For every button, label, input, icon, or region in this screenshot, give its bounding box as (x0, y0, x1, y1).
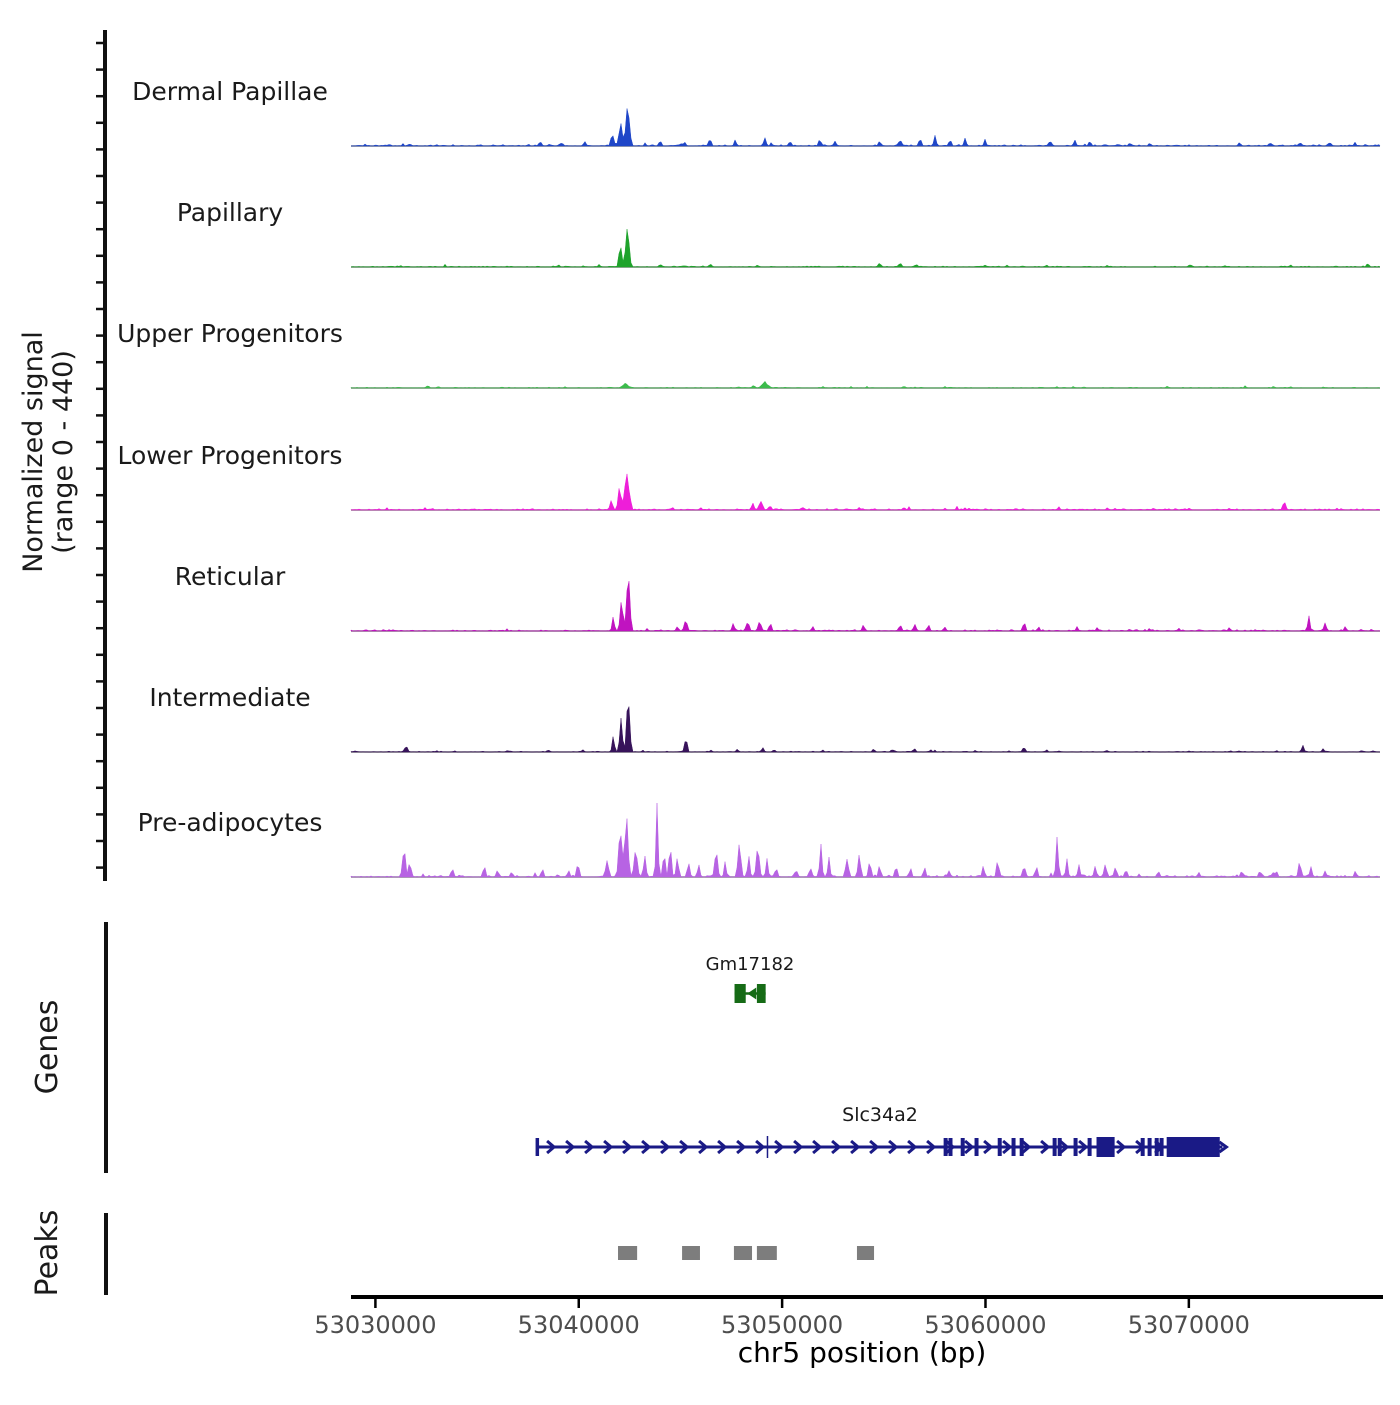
gene-label-gm17182: Gm17182 (706, 954, 795, 975)
gene-slc34a2-start-bar (535, 1138, 540, 1156)
x-axis-tick-label: 53030000 (314, 1311, 436, 1339)
gene-slc34a2-strand-arrow (641, 1139, 652, 1155)
gene-slc34a2-strand-arrow (565, 1139, 576, 1155)
gene-gm17182-exon (756, 984, 766, 1003)
signal-track: Intermediate (149, 683, 1381, 753)
gene-slc34a2-exon-tick (1011, 1138, 1016, 1156)
gene-slc34a2-exon-block (1166, 1137, 1220, 1157)
x-axis-tick-label: 53050000 (721, 1311, 843, 1339)
gene-slc34a2-strand-arrow (964, 1139, 975, 1155)
gene-slc34a2-strand-arrow (660, 1139, 671, 1155)
gene-slc34a2-strand-arrow (717, 1139, 728, 1155)
gene-gm17182-exon (734, 984, 746, 1003)
track-label: Reticular (175, 562, 286, 591)
x-axis: 53030000 53040000 53050000 53060000 53070000 (314, 1295, 1383, 1339)
gene-slc34a2-end-arrow (1218, 1140, 1229, 1154)
gene-slc34a2-exon-tick (1057, 1138, 1062, 1156)
signal-area (350, 380, 1381, 389)
x-axis-tick-label: 53040000 (518, 1311, 640, 1339)
signal-track: Pre-adipocytes (138, 802, 1381, 878)
track-label: Pre-adipocytes (138, 808, 323, 837)
gene-slc34a2-exon-tick (997, 1138, 1002, 1156)
signal-area (350, 108, 1381, 147)
gene-slc34a2-strand-arrow (888, 1139, 899, 1155)
gene-slc34a2-strand-arrow (850, 1139, 861, 1155)
y-axis-ruler (96, 30, 107, 881)
gene-slc34a2-strand-arrow (755, 1139, 766, 1155)
peak-call-box (733, 1246, 753, 1260)
gene-gm17182-arrowhead (747, 987, 757, 1000)
gene-slc34a2-exon-tick (974, 1138, 979, 1156)
gene-slc34a2-strand-arrow (831, 1139, 842, 1155)
gene-slc34a2-strand-arrow (983, 1139, 994, 1155)
peak-call-box (682, 1246, 700, 1260)
y-axis-label-line1: Normalized signal (18, 331, 49, 573)
x-axis-tick-label: 53060000 (924, 1311, 1046, 1339)
gene-slc34a2-exon-block (1096, 1137, 1115, 1157)
signal-track: Lower Progenitors (118, 441, 1381, 511)
signal-area (350, 229, 1381, 268)
signal-track: Reticular (175, 562, 1381, 632)
gene-slc34a2-strand-arrow (1059, 1139, 1070, 1155)
signal-track: Dermal Papillae (132, 77, 1381, 147)
track-label: Intermediate (149, 683, 310, 712)
gene-slc34a2-strand-arrow (1002, 1139, 1013, 1155)
gene-slc34a2-strand-arrow (1116, 1139, 1127, 1155)
gene-slc34a2-strand-arrow (546, 1139, 557, 1155)
gene-slc34a2-exon-tick (960, 1138, 965, 1156)
genes-section-label: Genes (30, 1000, 65, 1095)
gene-slc34a2-exon-tick (1140, 1138, 1145, 1156)
gene-slc34a2-exon-tick (943, 1138, 948, 1156)
x-axis-title: chr5 position (bp) (738, 1336, 987, 1369)
gene-slc34a2-exon-tick (948, 1138, 953, 1156)
y-axis-label-line2: (range 0 - 440) (48, 350, 79, 554)
gene-slc34a2-exon-tick (1159, 1138, 1164, 1156)
gene-slc34a2-strand-arrow (736, 1139, 747, 1155)
gene-slc34a2-exon-tick (1087, 1138, 1092, 1156)
signal-track: Upper Progenitors (117, 319, 1381, 389)
gene-slc34a2-strand-arrow (622, 1139, 633, 1155)
gene-slc34a2-strand-arrow (793, 1139, 804, 1155)
gene-slc34a2-strand-arrow (679, 1139, 690, 1155)
x-axis-tick-label: 53070000 (1128, 1311, 1250, 1339)
track-label: Papillary (177, 198, 284, 227)
gene-slc34a2-strand-arrow (698, 1139, 709, 1155)
gene-slc34a2-strand-arrow (926, 1139, 937, 1155)
gene-slc34a2-strand-arrow (603, 1139, 614, 1155)
gene-slc34a2-strand-arrow (812, 1139, 823, 1155)
gene-slc34a2-strand-arrow (869, 1139, 880, 1155)
gene-slc34a2-exon-tick (1019, 1138, 1024, 1156)
gene-slc34a2-exon-tick (1073, 1138, 1078, 1156)
signal-area (350, 802, 1381, 878)
gene-slc34a2-strand-arrow (907, 1139, 918, 1155)
gene-slc34a2-strand-arrow (1021, 1139, 1032, 1155)
signal-area (350, 473, 1381, 511)
gene-slc34a2-strand-arrow (1078, 1139, 1089, 1155)
gene-models (535, 984, 1229, 1158)
signal-track: Papillary (177, 198, 1381, 268)
gene-slc34a2-exon-tick (1147, 1138, 1152, 1156)
peak-call-box (856, 1246, 875, 1260)
peak-call-box (618, 1246, 638, 1260)
gene-slc34a2-strand-arrow (1040, 1139, 1051, 1155)
peaks-section-label: Peaks (30, 1210, 65, 1297)
track-label: Lower Progenitors (118, 441, 343, 470)
gene-label-slc34a2: Slc34a2 (842, 1104, 918, 1126)
gene-slc34a2-exon-tick (1154, 1138, 1159, 1156)
track-label: Upper Progenitors (117, 319, 343, 348)
signal-area (350, 706, 1381, 753)
gene-slc34a2-exon-tick (1052, 1138, 1057, 1156)
gene-slc34a2-strand-arrow (774, 1139, 785, 1155)
peak-call-box (756, 1246, 777, 1260)
gene-slc34a2-strand-arrow (945, 1139, 956, 1155)
track-label: Dermal Papillae (132, 77, 328, 106)
signal-tracks: Dermal Papillae Papillary Upper Progenitor… (117, 77, 1381, 878)
signal-area (350, 581, 1381, 632)
gene-slc34a2-strand-arrow (584, 1139, 595, 1155)
peak-boxes (618, 1246, 875, 1260)
